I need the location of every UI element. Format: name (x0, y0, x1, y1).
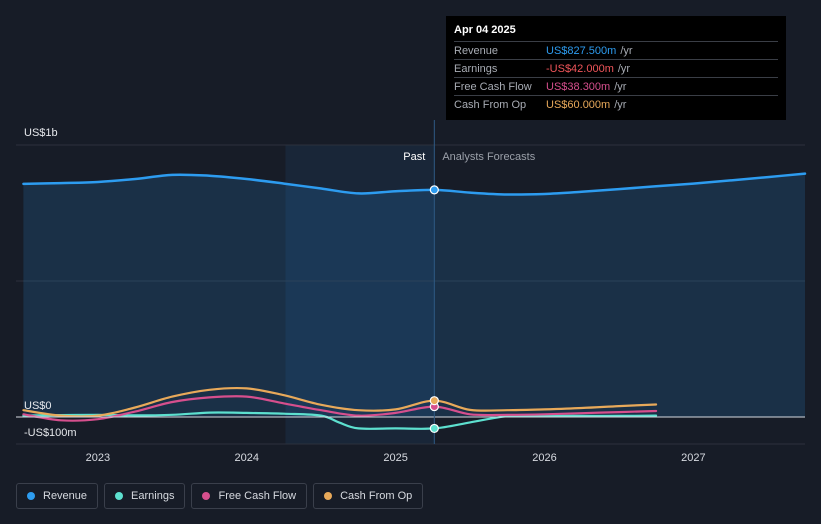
x-tick-label: 2023 (86, 452, 110, 464)
tooltip-value: US$38.300m (546, 80, 611, 93)
y-label-bottom: -US$100m (24, 427, 77, 439)
chart-legend: Revenue Earnings Free Cash Flow Cash Fro… (16, 483, 424, 511)
tooltip-row-cash-from-op: Cash From Op US$60.000m /yr (454, 95, 778, 113)
tooltip-value: US$60.000m (546, 98, 611, 111)
x-axis-ticks: 2023 2024 2025 2026 2027 (86, 452, 706, 464)
past-shade-region (285, 145, 435, 444)
legend-item-free-cash-flow[interactable]: Free Cash Flow (191, 483, 308, 509)
legend-item-revenue[interactable]: Revenue (16, 483, 99, 509)
tooltip-label: Free Cash Flow (454, 80, 532, 93)
x-tick-label: 2026 (532, 452, 556, 464)
legend-dot-icon (202, 492, 211, 500)
x-tick-label: 2027 (681, 452, 705, 464)
tooltip-row-earnings: Earnings -US$42.000m /yr (454, 59, 778, 77)
legend-dot-icon (115, 492, 124, 500)
tooltip-label: Earnings (454, 62, 498, 75)
tooltip-unit: /yr (614, 98, 627, 111)
earnings-marker (429, 423, 439, 434)
x-tick-label: 2024 (235, 452, 259, 464)
revenue-line (22, 172, 807, 196)
tooltip-value: -US$42.000m (546, 62, 614, 75)
tooltip-unit: /yr (617, 62, 631, 75)
data-tooltip: Apr 04 2025 Revenue US$827.500m /yr Earn… (446, 16, 786, 120)
series-layer (22, 172, 807, 430)
y-label-zero: US$0 (24, 400, 52, 412)
legend-dot-icon (27, 492, 35, 500)
markers-layer (429, 185, 439, 434)
tooltip-label: Revenue (454, 44, 499, 57)
earnings-line (22, 411, 658, 430)
past-label: Past (403, 151, 425, 163)
legend-label: Free Cash Flow (218, 490, 297, 502)
tooltip-unit: /yr (614, 80, 627, 93)
y-label-top: US$1b (24, 127, 58, 139)
legend-item-earnings[interactable]: Earnings (104, 483, 186, 509)
tooltip-value: US$827.500m (546, 44, 617, 57)
tooltip-label: Cash From Op (454, 98, 527, 111)
legend-label: Revenue (43, 490, 88, 502)
tooltip-date: Apr 04 2025 (454, 24, 516, 36)
forecast-label: Analysts Forecasts (442, 151, 535, 163)
legend-label: Cash From Op (340, 490, 413, 502)
revenue-area (23, 173, 805, 417)
tooltip-row-free-cash-flow: Free Cash Flow US$38.300m /yr (454, 77, 778, 95)
x-tick-label: 2025 (383, 452, 407, 464)
legend-item-cash-from-op[interactable]: Cash From Op (313, 483, 424, 509)
tooltip-unit: /yr (620, 44, 633, 57)
free-cash-flow-line (22, 395, 658, 422)
revenue-marker (429, 185, 439, 195)
legend-dot-icon (324, 492, 333, 500)
legend-label: Earnings (131, 490, 175, 502)
cash-from-op-line (22, 386, 658, 418)
tooltip-row-revenue: Revenue US$827.500m /yr (454, 41, 778, 59)
cash-from-op-marker (429, 396, 439, 406)
